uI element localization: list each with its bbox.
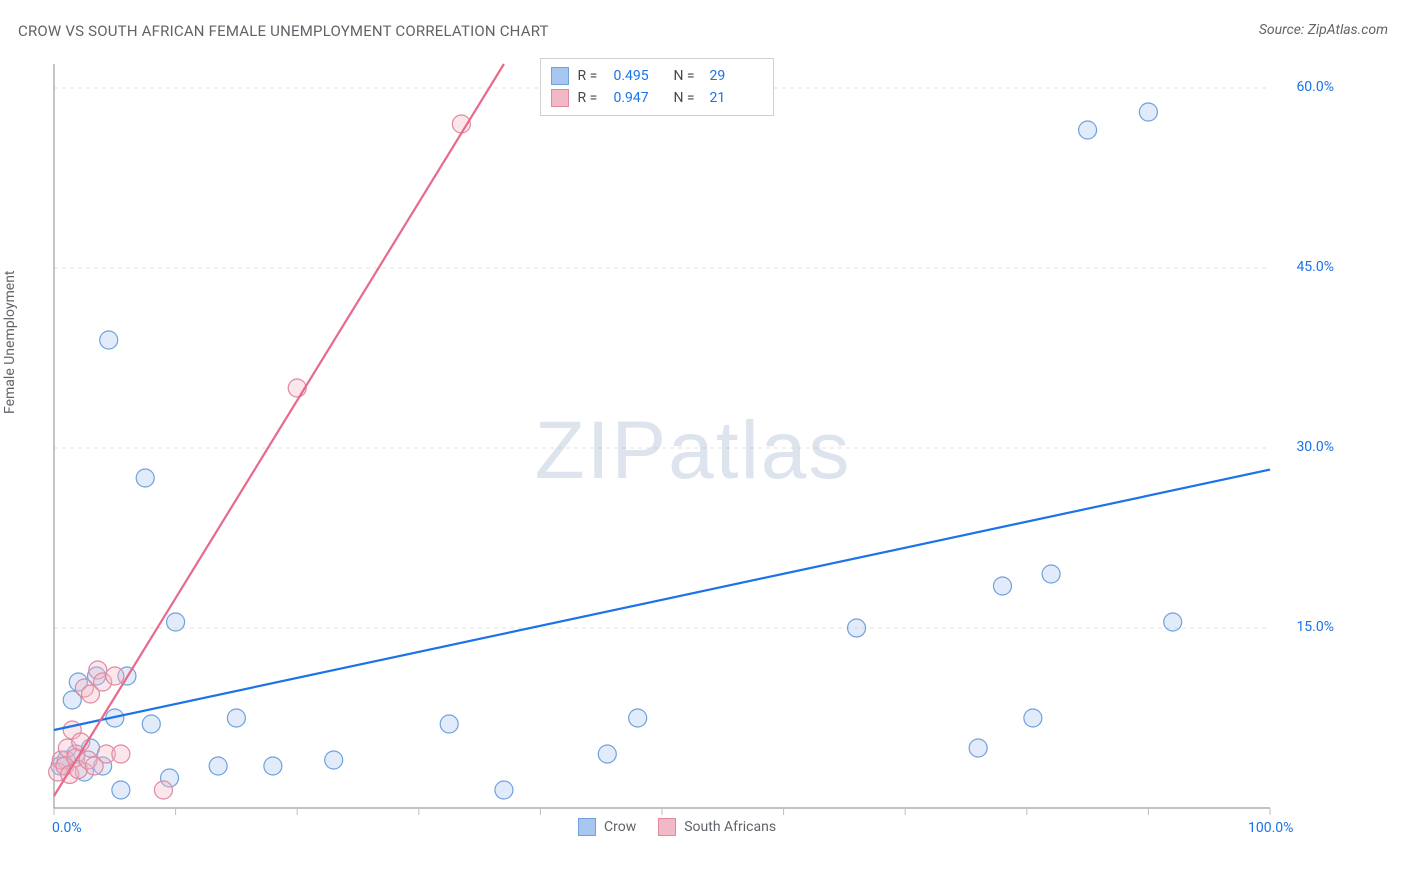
legend-swatch — [551, 89, 569, 107]
legend-swatch — [551, 67, 569, 85]
legend-r-label: R = — [577, 68, 605, 84]
legend-swatch — [658, 818, 676, 836]
legend-correlation-row: R = 0.495 N = 29 — [551, 65, 761, 87]
legend-n-label: N = — [673, 68, 701, 84]
legend-series-item[interactable]: South Africans — [658, 818, 776, 836]
series-legend: Crow South Africans — [578, 818, 776, 836]
source-link[interactable]: ZipAtlas.com — [1308, 22, 1388, 38]
y-tick-label: 30.0% — [1296, 439, 1334, 455]
x-tick-label: 100.0% — [1248, 820, 1293, 836]
legend-series-name: South Africans — [684, 819, 776, 835]
legend-r-value: 0.947 — [613, 90, 665, 106]
legend-series-item[interactable]: Crow — [578, 818, 636, 836]
y-axis-label: Female Unemployment — [2, 270, 18, 414]
legend-n-label: N = — [673, 90, 701, 106]
legend-r-label: R = — [577, 90, 605, 106]
correlation-legend: R = 0.495 N = 29 R = 0.947 N = 21 — [540, 58, 774, 116]
source-prefix: Source: — [1259, 22, 1308, 38]
y-tick-label: 45.0% — [1296, 259, 1334, 275]
scatter-plot-svg — [48, 56, 1338, 846]
plot-area: ZIPatlas R =0.495N =29R =0.947N =21 Crow… — [48, 56, 1338, 846]
legend-swatch — [578, 818, 596, 836]
y-tick-label: 60.0% — [1296, 79, 1334, 95]
chart-container: CROW VS SOUTH AFRICAN FEMALE UNEMPLOYMEN… — [0, 0, 1406, 892]
legend-n-value: 21 — [709, 90, 761, 106]
legend-series-name: Crow — [604, 819, 636, 835]
chart-title: CROW VS SOUTH AFRICAN FEMALE UNEMPLOYMEN… — [18, 22, 549, 40]
legend-n-value: 29 — [709, 68, 761, 84]
legend-correlation-row: R = 0.947 N = 21 — [551, 87, 761, 109]
legend-r-value: 0.495 — [613, 68, 665, 84]
x-tick-label: 0.0% — [52, 820, 82, 836]
source-attribution: Source: ZipAtlas.com — [1259, 22, 1388, 38]
y-tick-label: 15.0% — [1296, 619, 1334, 635]
